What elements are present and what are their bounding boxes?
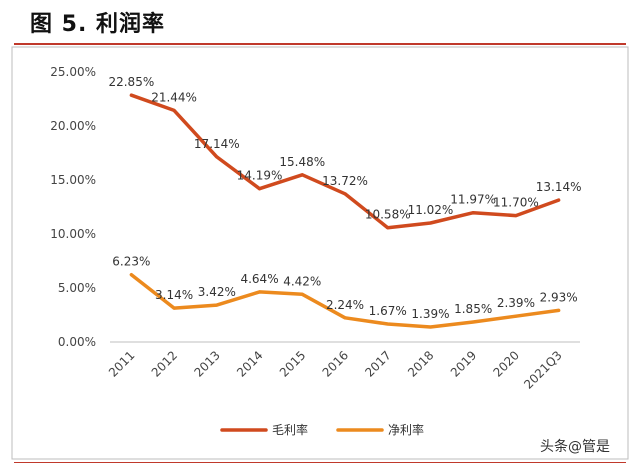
- data-point: [557, 198, 561, 202]
- data-label: 11.70%: [493, 196, 539, 210]
- data-point: [300, 292, 304, 296]
- data-label: 6.23%: [112, 255, 150, 269]
- series-layer: 22.85%21.44% 17.14% 14.19%15.48% 13.72% 10.5…: [108, 75, 582, 329]
- x-axis: 2011 2012 2013 2014 2015 2016 2017 2018 2019 2020…: [106, 341, 580, 392]
- data-point: [258, 187, 262, 191]
- x-tick-label: 2012: [149, 348, 180, 379]
- data-point: [129, 273, 133, 277]
- figure-title: 图 5. 利润率: [30, 12, 165, 37]
- data-point: [343, 192, 347, 196]
- y-axis: 0.00% 5.00% 10.00% 15.00% 20.00% 25.00%: [50, 65, 96, 349]
- data-label: 3.42%: [198, 285, 236, 299]
- data-point: [343, 316, 347, 320]
- data-point: [215, 155, 219, 159]
- data-label: 3.14%: [155, 288, 193, 302]
- data-point: [428, 325, 432, 329]
- y-tick-label: 20.00%: [50, 119, 96, 133]
- data-point: [514, 214, 518, 218]
- x-tick-label: 2011: [106, 348, 137, 379]
- x-tick-label: 2018: [405, 348, 436, 379]
- x-tick-label: 2019: [448, 348, 479, 379]
- data-point: [386, 322, 390, 326]
- data-label: 10.58%: [365, 208, 411, 222]
- data-label: 1.85%: [454, 302, 492, 316]
- data-point: [428, 221, 432, 225]
- data-label: 15.48%: [279, 155, 325, 169]
- title-divider: [14, 43, 626, 45]
- x-tick-label: 2015: [277, 348, 308, 379]
- y-tick-label: 15.00%: [50, 173, 96, 187]
- data-label: 17.14%: [194, 137, 240, 151]
- data-label: 4.42%: [283, 274, 321, 288]
- bottom-divider: [14, 462, 626, 463]
- data-label: 21.44%: [151, 90, 197, 104]
- data-point: [514, 314, 518, 318]
- data-point: [172, 306, 176, 310]
- data-label: 1.39%: [411, 307, 449, 321]
- legend-label: 毛利率: [272, 422, 308, 437]
- data-label: 2.39%: [497, 296, 535, 310]
- watermark: 头条@管是: [540, 439, 610, 455]
- y-tick-label: 25.00%: [50, 65, 96, 79]
- data-point: [172, 108, 176, 112]
- data-point: [258, 290, 262, 294]
- data-label: 13.14%: [536, 180, 582, 194]
- data-label: 14.19%: [237, 169, 283, 183]
- x-tick-label: 2017: [362, 348, 393, 379]
- data-point: [300, 173, 304, 177]
- y-tick-label: 0.00%: [58, 335, 96, 349]
- data-point: [471, 211, 475, 215]
- x-tick-label: 2016: [320, 348, 351, 379]
- data-label: 11.97%: [450, 193, 496, 207]
- legend-label: 净利率: [388, 422, 424, 437]
- data-point: [129, 93, 133, 97]
- x-tick-label: 2020: [491, 348, 522, 379]
- data-label: 2.24%: [326, 298, 364, 312]
- data-point: [215, 303, 219, 307]
- data-point: [557, 308, 561, 312]
- data-point: [471, 320, 475, 324]
- y-tick-label: 5.00%: [58, 281, 96, 295]
- y-tick-label: 10.00%: [50, 227, 96, 241]
- data-label: 22.85%: [108, 75, 154, 89]
- plot-frame: [11, 46, 629, 460]
- data-label: 4.64%: [240, 272, 278, 286]
- data-label: 13.72%: [322, 174, 368, 188]
- data-label: 2.93%: [540, 290, 578, 304]
- x-tick-label: 2021Q3: [521, 348, 565, 392]
- data-point: [386, 226, 390, 230]
- legend: 毛利率 净利率: [220, 422, 424, 437]
- data-label: 1.67%: [369, 304, 407, 318]
- data-label: 11.02%: [408, 203, 454, 217]
- x-tick-label: 2013: [191, 348, 222, 379]
- x-tick-label: 2014: [234, 348, 265, 379]
